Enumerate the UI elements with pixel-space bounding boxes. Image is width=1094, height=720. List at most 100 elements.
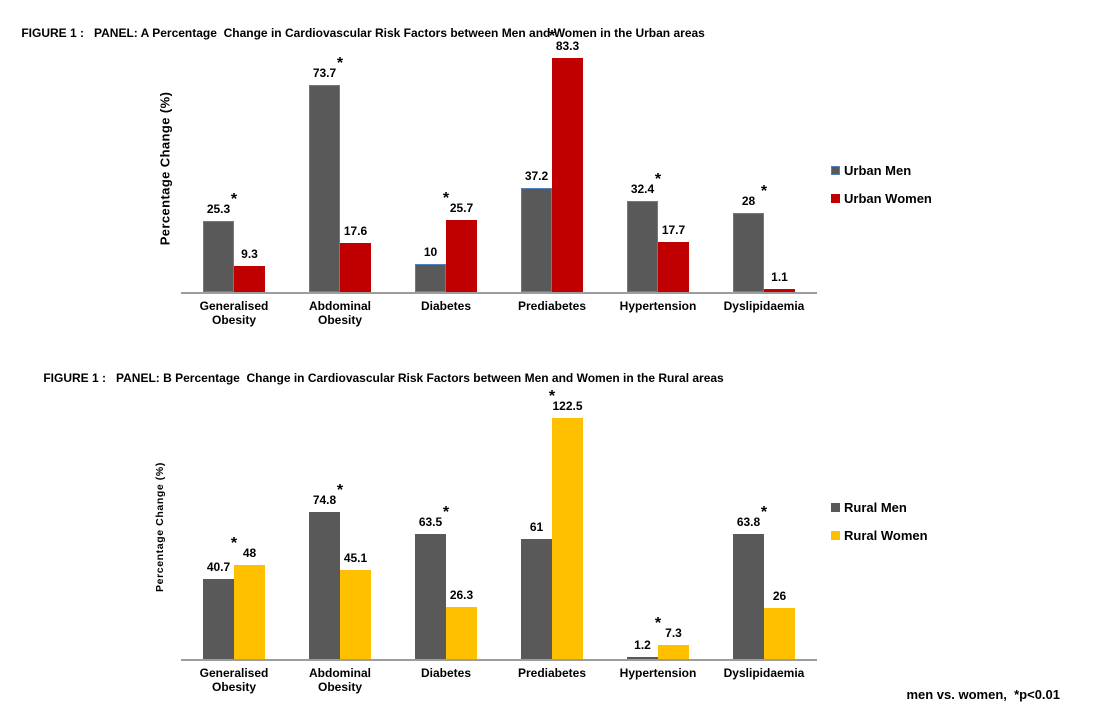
bar-group-abdominal-obesity: 73.7 17.6 * [287, 44, 393, 292]
bar-group-generalised-obesity: 40.7 48 * [181, 395, 287, 659]
bar-urban-women-abdominal-obesity [340, 243, 371, 292]
bar-group-diabetes: 63.5 26.3 * [393, 395, 499, 659]
bar-value-label-urban-women-abdominal-obesity: 17.6 [343, 224, 368, 238]
panel-b-plot-area: 40.7 48 * 74.8 45.1 * 63.5 26.3 * 61 122.5 * 1.2 7.3 *… [181, 388, 817, 661]
bar-urban-women-prediabetes [552, 58, 583, 292]
bar-value-label-urban-men-hypertension: 32.4 [630, 182, 655, 196]
significance-asterisk-dyslipidaemia: * [760, 504, 768, 521]
bar-value-label-urban-men-diabetes: 10 [423, 245, 438, 259]
panel-a-title-prefix: FIGURE 1 : [21, 26, 85, 40]
bar-value-label-rural-women-diabetes: 26.3 [449, 588, 474, 602]
legend-swatch-rural-women [831, 531, 840, 540]
bar-group-hypertension: 32.4 17.7 * [605, 44, 711, 292]
bar-group-prediabetes: 37.2 83.3 * [499, 29, 605, 292]
bar-value-label-rural-women-hypertension: 7.3 [665, 626, 682, 640]
bar-value-label-urban-men-prediabetes: 37.2 [524, 169, 549, 183]
legend-label-urban-women: Urban Women [844, 191, 932, 206]
category-label-diabetes: Diabetes [420, 666, 472, 680]
bar-value-label-urban-men-generalised-obesity: 25.3 [206, 202, 231, 216]
legend-swatch-rural-men [831, 503, 840, 512]
panel-a-title-text: PANEL: A Percentage Change in Cardiovasc… [94, 26, 705, 40]
bar-value-label-urban-women-diabetes: 25.7 [449, 201, 474, 215]
bar-value-label-rural-women-dyslipidaemia: 26 [772, 589, 787, 603]
significance-asterisk-hypertension: * [654, 615, 662, 632]
bar-urban-women-dyslipidaemia [764, 289, 795, 292]
bar-urban-men-diabetes [415, 264, 446, 292]
panel-b-title: FIGURE 1 : PANEL: B Percentage Change in … [30, 357, 724, 399]
bar-value-label-urban-men-dyslipidaemia: 28 [741, 194, 756, 208]
legend-item-rural-men: Rural Men [831, 500, 928, 515]
legend-swatch-urban-women [831, 194, 840, 203]
bar-urban-men-prediabetes [521, 188, 552, 292]
bar-rural-women-dyslipidaemia [764, 608, 795, 659]
bar-group-dyslipidaemia: 28 1.1 * [711, 44, 817, 292]
panel-a-y-axis-label: Percentage Change (%) [157, 91, 173, 245]
significance-asterisk-generalised-obesity: * [230, 535, 238, 552]
legend-item-rural-women: Rural Women [831, 528, 928, 543]
bar-value-label-urban-women-generalised-obesity: 9.3 [241, 247, 258, 261]
bar-rural-women-abdominal-obesity [340, 570, 371, 659]
legend-item-urban-women: Urban Women [831, 191, 932, 206]
bar-value-label-rural-men-hypertension: 1.2 [634, 638, 651, 652]
category-label-hypertension: Hypertension [619, 666, 697, 680]
panel-b-category-axis: Generalised Obesity Abdominal Obesity Diab… [181, 666, 817, 696]
category-label-abdominal-obesity: Abdominal Obesity [309, 299, 371, 327]
bar-urban-men-abdominal-obesity [309, 85, 340, 292]
bar-rural-men-abdominal-obesity [309, 512, 340, 659]
panel-b-title-text: PANEL: B Percentage Change in Cardiovasc… [116, 371, 724, 385]
category-label-generalised-obesity: Generalised Obesity [199, 299, 269, 327]
bar-rural-men-generalised-obesity [203, 579, 234, 659]
bar-group-diabetes: 10 25.7 * [393, 44, 499, 292]
bar-urban-men-generalised-obesity [203, 221, 234, 292]
category-label-diabetes: Diabetes [420, 299, 472, 313]
bar-group-generalised-obesity: 25.3 9.3 * [181, 44, 287, 292]
bar-rural-men-diabetes [415, 534, 446, 659]
bar-value-label-urban-women-dyslipidaemia: 1.1 [771, 270, 788, 284]
bar-rural-women-prediabetes [552, 418, 583, 659]
category-label-abdominal-obesity: Abdominal Obesity [309, 666, 371, 694]
significance-asterisk-prediabetes: * [548, 388, 556, 405]
category-label-prediabetes: Prediabetes [517, 666, 587, 680]
bar-value-label-rural-men-generalised-obesity: 40.7 [206, 560, 231, 574]
bar-value-label-rural-men-dyslipidaemia: 63.8 [736, 515, 761, 529]
bar-rural-women-generalised-obesity [234, 565, 265, 659]
panel-a-title: FIGURE 1 : PANEL: A Percentage Change in … [8, 12, 705, 54]
bar-value-label-rural-men-diabetes: 63.5 [418, 515, 443, 529]
legend-label-rural-women: Rural Women [844, 528, 928, 543]
bar-rural-men-prediabetes [521, 539, 552, 659]
bar-urban-women-generalised-obesity [234, 266, 265, 292]
bar-value-label-rural-men-abdominal-obesity: 74.8 [312, 493, 337, 507]
panel-a-category-axis: Generalised Obesity Abdominal Obesity Diab… [181, 299, 817, 329]
bar-value-label-urban-women-hypertension: 17.7 [661, 223, 686, 237]
category-label-dyslipidaemia: Dyslipidaemia [723, 666, 805, 680]
significance-asterisk-abdominal-obesity: * [336, 482, 344, 499]
bar-group-abdominal-obesity: 74.8 45.1 * [287, 395, 393, 659]
bar-group-dyslipidaemia: 63.8 26 * [711, 395, 817, 659]
panel-b-legend: Rural Men Rural Women [831, 500, 928, 556]
bar-value-label-rural-women-prediabetes: 122.5 [552, 399, 583, 413]
bar-rural-women-hypertension [658, 645, 689, 659]
bar-urban-men-hypertension [627, 201, 658, 292]
bar-urban-women-hypertension [658, 242, 689, 292]
legend-swatch-urban-men [831, 166, 840, 175]
legend-label-urban-men: Urban Men [844, 163, 912, 178]
bar-urban-men-dyslipidaemia [733, 213, 764, 292]
significance-asterisk-diabetes: * [442, 504, 450, 521]
panel-b-y-axis-label: Percentage Change (%) [154, 462, 167, 592]
significance-asterisk-prediabetes: * [548, 28, 556, 45]
bar-value-label-rural-women-abdominal-obesity: 45.1 [343, 551, 368, 565]
panel-a-legend: Urban Men Urban Women [831, 163, 932, 219]
bar-value-label-urban-men-abdominal-obesity: 73.7 [312, 66, 337, 80]
panel-a-plot-area: 25.3 9.3 * 73.7 17.6 * 10 25.7 * 37.2 83.3 * 32.4 17.… [181, 29, 817, 294]
bar-rural-women-diabetes [446, 607, 477, 659]
bar-rural-men-hypertension [627, 657, 658, 659]
category-label-generalised-obesity: Generalised Obesity [199, 666, 269, 694]
significance-asterisk-diabetes: * [442, 190, 450, 207]
legend-item-urban-men: Urban Men [831, 163, 932, 178]
significance-asterisk-abdominal-obesity: * [336, 55, 344, 72]
bar-value-label-rural-women-generalised-obesity: 48 [242, 546, 257, 560]
category-label-hypertension: Hypertension [619, 299, 697, 313]
bar-rural-men-dyslipidaemia [733, 534, 764, 659]
category-label-dyslipidaemia: Dyslipidaemia [723, 299, 805, 313]
bar-value-label-urban-women-prediabetes: 83.3 [555, 39, 580, 53]
